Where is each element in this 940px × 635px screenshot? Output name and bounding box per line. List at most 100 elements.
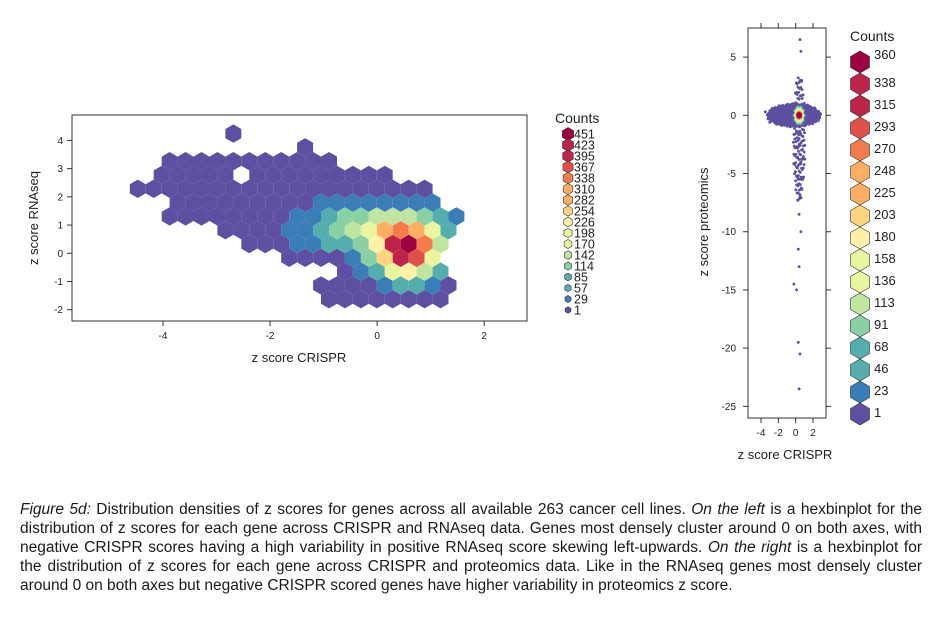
hex-cell	[408, 221, 425, 240]
legend-label: 23	[874, 383, 888, 398]
hex-cell	[209, 207, 226, 226]
y-tick-label: -15	[722, 285, 737, 296]
hex-cell	[802, 150, 806, 154]
x-axis-ticks: -4 -2 0 2	[757, 23, 816, 439]
hex-cell	[803, 143, 807, 147]
hex-cell	[794, 179, 797, 183]
legend-label: 1	[574, 304, 581, 318]
hex-cell	[360, 165, 377, 185]
legend-swatch	[562, 183, 574, 195]
hex-cell	[281, 221, 298, 240]
hex-cell	[257, 179, 274, 198]
hex-cell	[193, 207, 210, 226]
hex-cell	[796, 247, 800, 251]
legend-label: 85	[574, 271, 588, 285]
hex-cell	[796, 138, 800, 143]
hex-cell	[400, 207, 417, 226]
legend-swatch	[850, 226, 870, 250]
hex-cell	[416, 290, 433, 309]
hex-cell	[802, 138, 806, 142]
hex-cell	[768, 120, 772, 124]
hex-cell	[273, 234, 290, 254]
legend-swatch	[850, 94, 870, 118]
hex-cell	[400, 262, 417, 281]
legend-label: 315	[874, 97, 896, 112]
legend-label: 248	[874, 163, 896, 178]
hex-cell	[797, 387, 801, 391]
legend-swatch	[850, 182, 870, 206]
hex-cell	[792, 132, 796, 137]
hex-cell	[241, 234, 258, 254]
hex-cell	[797, 90, 801, 94]
hex-cell	[217, 221, 234, 240]
hex-cell	[802, 175, 805, 179]
legend-swatch	[563, 239, 573, 249]
legend-label: 270	[874, 141, 896, 156]
hex-cell	[798, 352, 802, 356]
hex-cell	[297, 248, 314, 267]
hex-cell	[400, 179, 417, 198]
y-tick-label: 2	[57, 192, 63, 203]
y-axis-ticks: 5 0 -5 -10 -15 -20 -25	[722, 53, 831, 413]
hex-cell	[281, 193, 298, 212]
hex-cell	[289, 234, 306, 254]
hex-cell	[795, 191, 799, 195]
hex-cell	[337, 179, 353, 198]
legend-label: 114	[574, 260, 594, 274]
y-axis-label: z score RNAseq	[26, 171, 41, 265]
hex-cell	[225, 207, 242, 226]
legend-label: 225	[874, 185, 896, 200]
legend-swatch	[562, 149, 574, 163]
legend-label: 282	[574, 194, 595, 208]
hex-cell	[796, 76, 800, 80]
x-tick-label: 0	[374, 331, 380, 342]
hex-cell	[225, 179, 242, 198]
hex-cell	[305, 234, 321, 254]
hex-cell	[273, 152, 290, 171]
plot-frame	[71, 114, 528, 322]
hex-cell	[297, 221, 314, 240]
hex-cell	[241, 207, 258, 226]
hex-cell	[249, 221, 266, 240]
hex-cell	[424, 248, 441, 267]
hex-cell	[321, 207, 337, 226]
hex-cell	[265, 221, 282, 240]
hex-cell	[305, 152, 321, 171]
hexbin-cells	[129, 124, 465, 309]
hex-cell	[792, 144, 796, 148]
hex-cell	[313, 276, 329, 295]
hex-cell	[344, 221, 361, 240]
hex-cell	[816, 118, 820, 123]
y-tick-label: -20	[722, 344, 737, 355]
hex-cell	[400, 234, 417, 254]
hex-cell	[392, 248, 409, 267]
hex-cell	[392, 193, 409, 212]
hex-cell	[801, 134, 805, 139]
legend-label: 423	[574, 139, 595, 153]
hex-cell	[257, 207, 274, 226]
hex-cell	[161, 152, 178, 171]
legend-swatch	[564, 295, 572, 303]
hex-cell	[241, 179, 258, 198]
hex-cell	[233, 193, 250, 212]
hex-cell	[225, 152, 242, 171]
hex-cell	[416, 262, 433, 281]
hex-cell	[360, 221, 377, 240]
hex-cell	[376, 221, 393, 240]
x-tick-label: 0	[793, 428, 799, 439]
y-tick-label: -5	[727, 169, 736, 180]
legend-swatch	[850, 138, 870, 162]
hex-cell	[273, 179, 290, 198]
hex-cell	[281, 248, 298, 267]
hex-cell	[785, 102, 790, 107]
legend-title: Counts	[850, 28, 894, 44]
hex-cell	[776, 118, 780, 122]
hex-cell	[360, 276, 377, 295]
legend-label: 198	[574, 227, 595, 241]
hex-cell	[798, 38, 802, 42]
y-tick-label: 3	[57, 164, 63, 175]
hex-cell	[376, 276, 393, 295]
hex-cell	[265, 193, 282, 212]
hexbin-crispr-rnaseq-chart: -4 -2 0 2 -2 -1 0 1 2 3 4 z score CRISPR z score …	[26, 110, 599, 365]
hex-cell	[337, 262, 353, 281]
